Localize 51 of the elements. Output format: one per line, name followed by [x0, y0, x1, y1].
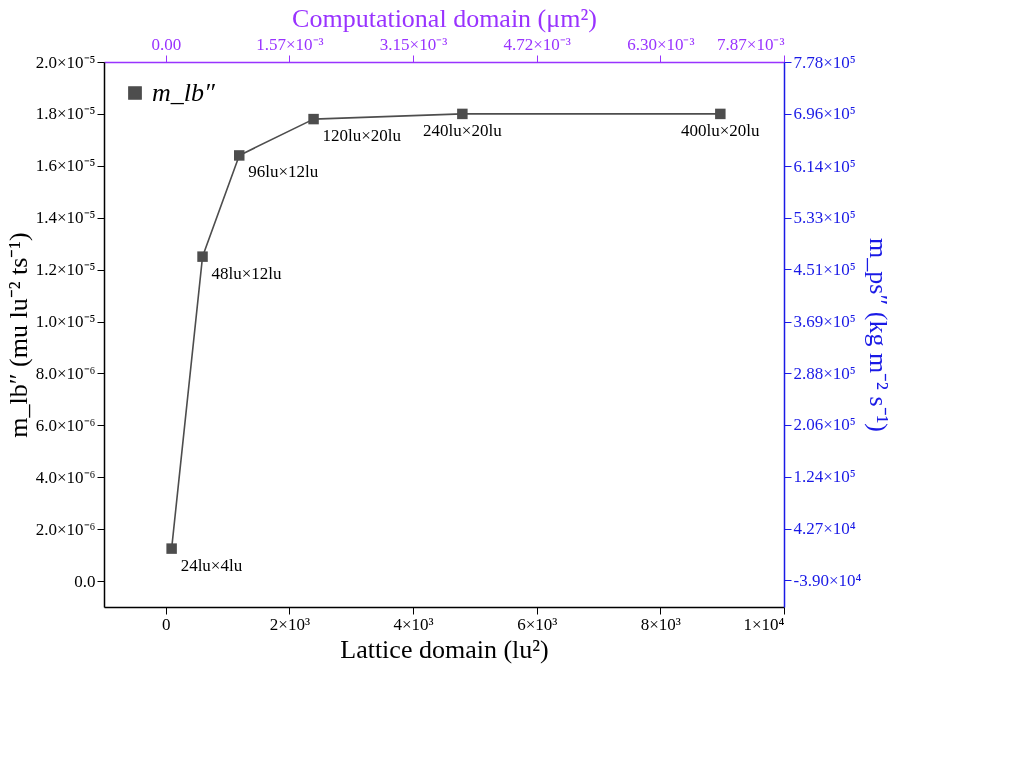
y2-tick-label: 2.06×10⁵ — [793, 415, 856, 435]
point — [234, 150, 245, 161]
y-tick-label: 1.2×10⁻⁵ — [35, 260, 96, 280]
x-tick-label: 8×10³ — [640, 614, 681, 634]
y2-axis-title: m_ps″ (kg m⁻² s⁻¹) — [864, 238, 894, 432]
annotation: 400lu×20lu — [681, 120, 761, 140]
y2-tick-label: 1.24×10⁵ — [793, 467, 856, 487]
x2-tick-label: 7.87×10⁻³ — [717, 34, 785, 54]
x2-axis-title: Computational domain (μm²) — [292, 3, 597, 33]
x2-tick-label: 1.57×10⁻³ — [256, 34, 324, 54]
y-tick-label: 2.0×10⁻⁵ — [35, 52, 96, 72]
y-tick-label: 2.0×10⁻⁶ — [35, 519, 96, 539]
y2-tick-label: 7.78×10⁵ — [793, 52, 856, 72]
y2-tick-label: 5.33×10⁵ — [793, 208, 856, 228]
y2-tick-label: 4.27×10⁴ — [793, 519, 856, 539]
y-tick-label: 4.0×10⁻⁶ — [35, 467, 96, 487]
point — [197, 251, 208, 262]
x2-tick-label: 4.72×10⁻³ — [503, 34, 571, 54]
annotation: 120lu×20lu — [322, 126, 402, 146]
y2-tick-label: -3.90×10⁴ — [793, 570, 862, 590]
x-tick-label: 0 — [162, 614, 171, 634]
point — [308, 113, 319, 125]
y-tick-label: 1.4×10⁻⁵ — [35, 208, 96, 228]
y-tick-label: 1.8×10⁻⁵ — [35, 104, 96, 124]
x-tick-label: 4×10³ — [393, 614, 434, 634]
y-axis-title: m_lb″ (mu lu⁻² ts⁻¹) — [3, 232, 33, 438]
y2-tick-label: 4.51×10⁵ — [793, 259, 856, 279]
y-tick-label: 6.0×10⁻⁶ — [35, 415, 96, 435]
y-tick-label: 1.6×10⁻⁵ — [35, 156, 96, 176]
point — [457, 108, 468, 120]
y2-tick-label: 3.69×10⁵ — [793, 312, 856, 332]
y-tick-label: 0.0 — [74, 571, 96, 591]
annotation: 96lu×12lu — [248, 162, 319, 182]
x-tick-label: 2×10³ — [269, 614, 311, 634]
y-tick-label: 1.0×10⁻⁵ — [35, 312, 96, 332]
x2-tick-label: 3.15×10⁻³ — [379, 34, 448, 54]
x-tick-label: 6×10³ — [517, 614, 558, 634]
x-tick-label: 1×10⁴ — [743, 614, 785, 634]
x-axis-title: Lattice domain (lu²) — [340, 634, 549, 664]
y-tick-label: 8.0×10⁻⁶ — [35, 363, 96, 383]
legend-label: m_lb″ — [152, 78, 216, 107]
point — [715, 108, 726, 120]
x2-tick-label: 0.00 — [151, 34, 182, 54]
y2-tick-label: 6.14×10⁵ — [793, 156, 856, 176]
point — [166, 543, 177, 554]
y2-tick-label: 6.96×10⁵ — [793, 104, 856, 124]
annotation: 24lu×4lu — [180, 555, 243, 575]
x2-tick-label: 6.30×10⁻³ — [627, 34, 695, 54]
annotation: 240lu×20lu — [423, 120, 503, 140]
annotation: 48lu×12lu — [211, 263, 283, 283]
y2-tick-label: 2.88×10⁵ — [793, 363, 856, 383]
